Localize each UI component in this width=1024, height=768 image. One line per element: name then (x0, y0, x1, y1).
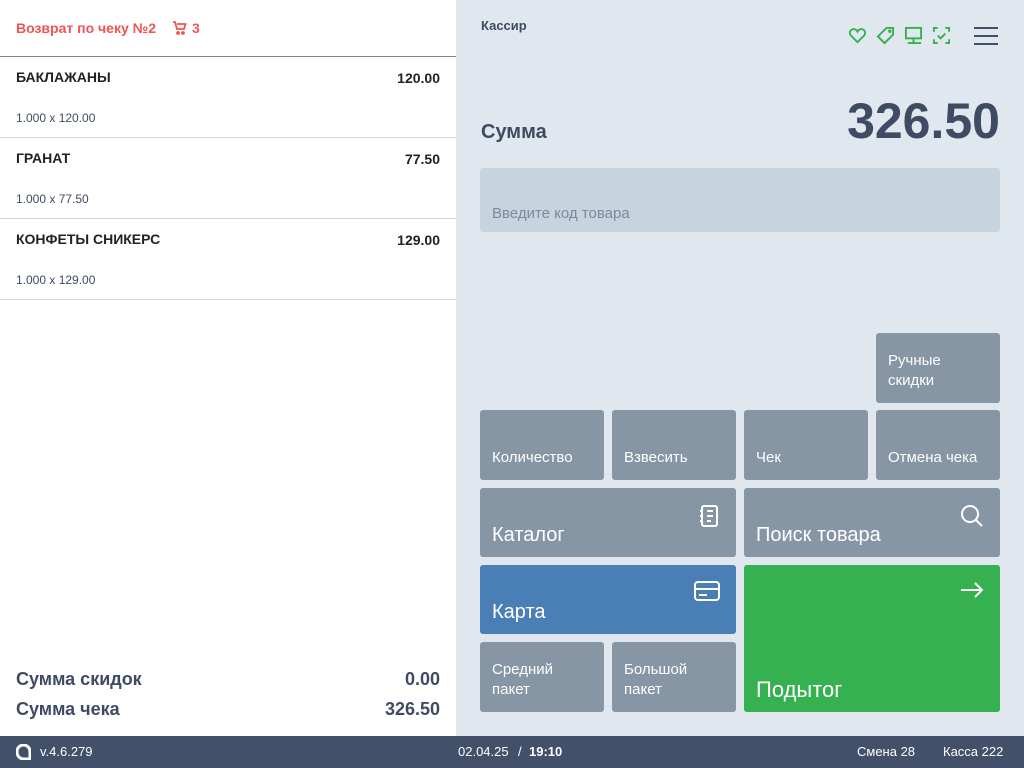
receipt-item[interactable]: ГРАНАТ 77.50 1.000 x 77.50 (0, 138, 456, 219)
shift: Смена 28 (857, 744, 916, 759)
item-qty: 1.000 x 77.50 (16, 192, 89, 206)
card-payment-button[interactable]: Карта (480, 565, 736, 634)
receipt-panel: Возврат по чеку №2 3 БАКЛАЖАНЫ 120.00 1.00… (0, 0, 456, 736)
manual-discounts-button[interactable]: Ручные скидки (876, 333, 1000, 403)
discount-label: Сумма скидок (16, 669, 142, 689)
cart-count: 3 (172, 20, 200, 36)
receipt-item[interactable]: КОНФЕТЫ СНИКЕРС 129.00 1.000 x 129.00 (0, 219, 456, 300)
receipt-title: Возврат по чеку №2 (16, 20, 157, 36)
subtotal-label: Подытог (756, 677, 843, 702)
large-bag-button[interactable]: Большой пакет (612, 642, 736, 712)
register: Касса 222 (943, 744, 1004, 759)
item-name: КОНФЕТЫ СНИКЕРС (16, 231, 161, 247)
weigh-button[interactable]: Взвесить (612, 410, 736, 480)
date-time-separator: / (518, 744, 522, 759)
scan-check-icon[interactable] (932, 26, 951, 45)
item-price: 129.00 (397, 232, 440, 248)
item-qty: 1.000 x 129.00 (16, 273, 96, 287)
catalog-button[interactable]: Каталог (480, 488, 736, 557)
subtotal-button[interactable]: Подытог (744, 565, 1000, 712)
product-code-input[interactable] (480, 168, 1000, 232)
card-label: Карта (492, 601, 546, 623)
search-product-button[interactable]: Поиск товара (744, 488, 1000, 557)
credit-card-icon (694, 581, 720, 601)
quantity-button[interactable]: Количество (480, 410, 604, 480)
medium-bag-button[interactable]: Средний пакет (480, 642, 604, 712)
monitor-icon[interactable] (904, 26, 923, 45)
item-price: 77.50 (404, 151, 440, 167)
role-label: Кассир (481, 18, 527, 33)
app-logo-icon (16, 744, 31, 760)
discount-value: 0.00 (404, 669, 440, 689)
item-name: БАКЛАЖАНЫ (16, 69, 111, 85)
discount-total: Сумма скидок 0.00 (16, 669, 440, 690)
search-icon (961, 505, 983, 527)
cart-icon (173, 21, 187, 35)
version: v.4.6.279 (40, 744, 93, 759)
item-price: 120.00 (397, 70, 440, 86)
hamburger-menu-icon[interactable] (974, 27, 998, 51)
time: 19:10 (529, 744, 563, 759)
catalog-label: Каталог (492, 524, 565, 546)
total-label: Сумма чека (16, 699, 120, 719)
cancel-check-button[interactable]: Отмена чека (876, 410, 1000, 480)
heart-icon[interactable] (848, 26, 867, 45)
arrow-right-icon (961, 582, 984, 598)
tag-icon[interactable] (876, 26, 895, 45)
catalog-book-icon (700, 505, 718, 527)
sum-value: 326.50 (847, 93, 1000, 149)
status-bar: v.4.6.279 02.04.25 / 19:10 Смена 28 Касс… (0, 736, 1024, 768)
cashier-panel: Кассир Сумма 326.50 Ручные скидки Количе… (456, 0, 1024, 736)
search-label: Поиск товара (756, 524, 881, 546)
receipt-item[interactable]: БАКЛАЖАНЫ 120.00 1.000 x 120.00 (0, 57, 456, 138)
item-name: ГРАНАТ (16, 150, 71, 166)
receipt-header: Возврат по чеку №2 3 (0, 0, 456, 57)
total-value: 326.50 (384, 699, 440, 719)
check-total: Сумма чека 326.50 (16, 699, 440, 720)
date: 02.04.25 (458, 744, 509, 759)
status-icons (848, 26, 951, 45)
item-qty: 1.000 x 120.00 (16, 111, 96, 125)
sum-label: Сумма (481, 121, 547, 143)
check-button[interactable]: Чек (744, 410, 868, 480)
